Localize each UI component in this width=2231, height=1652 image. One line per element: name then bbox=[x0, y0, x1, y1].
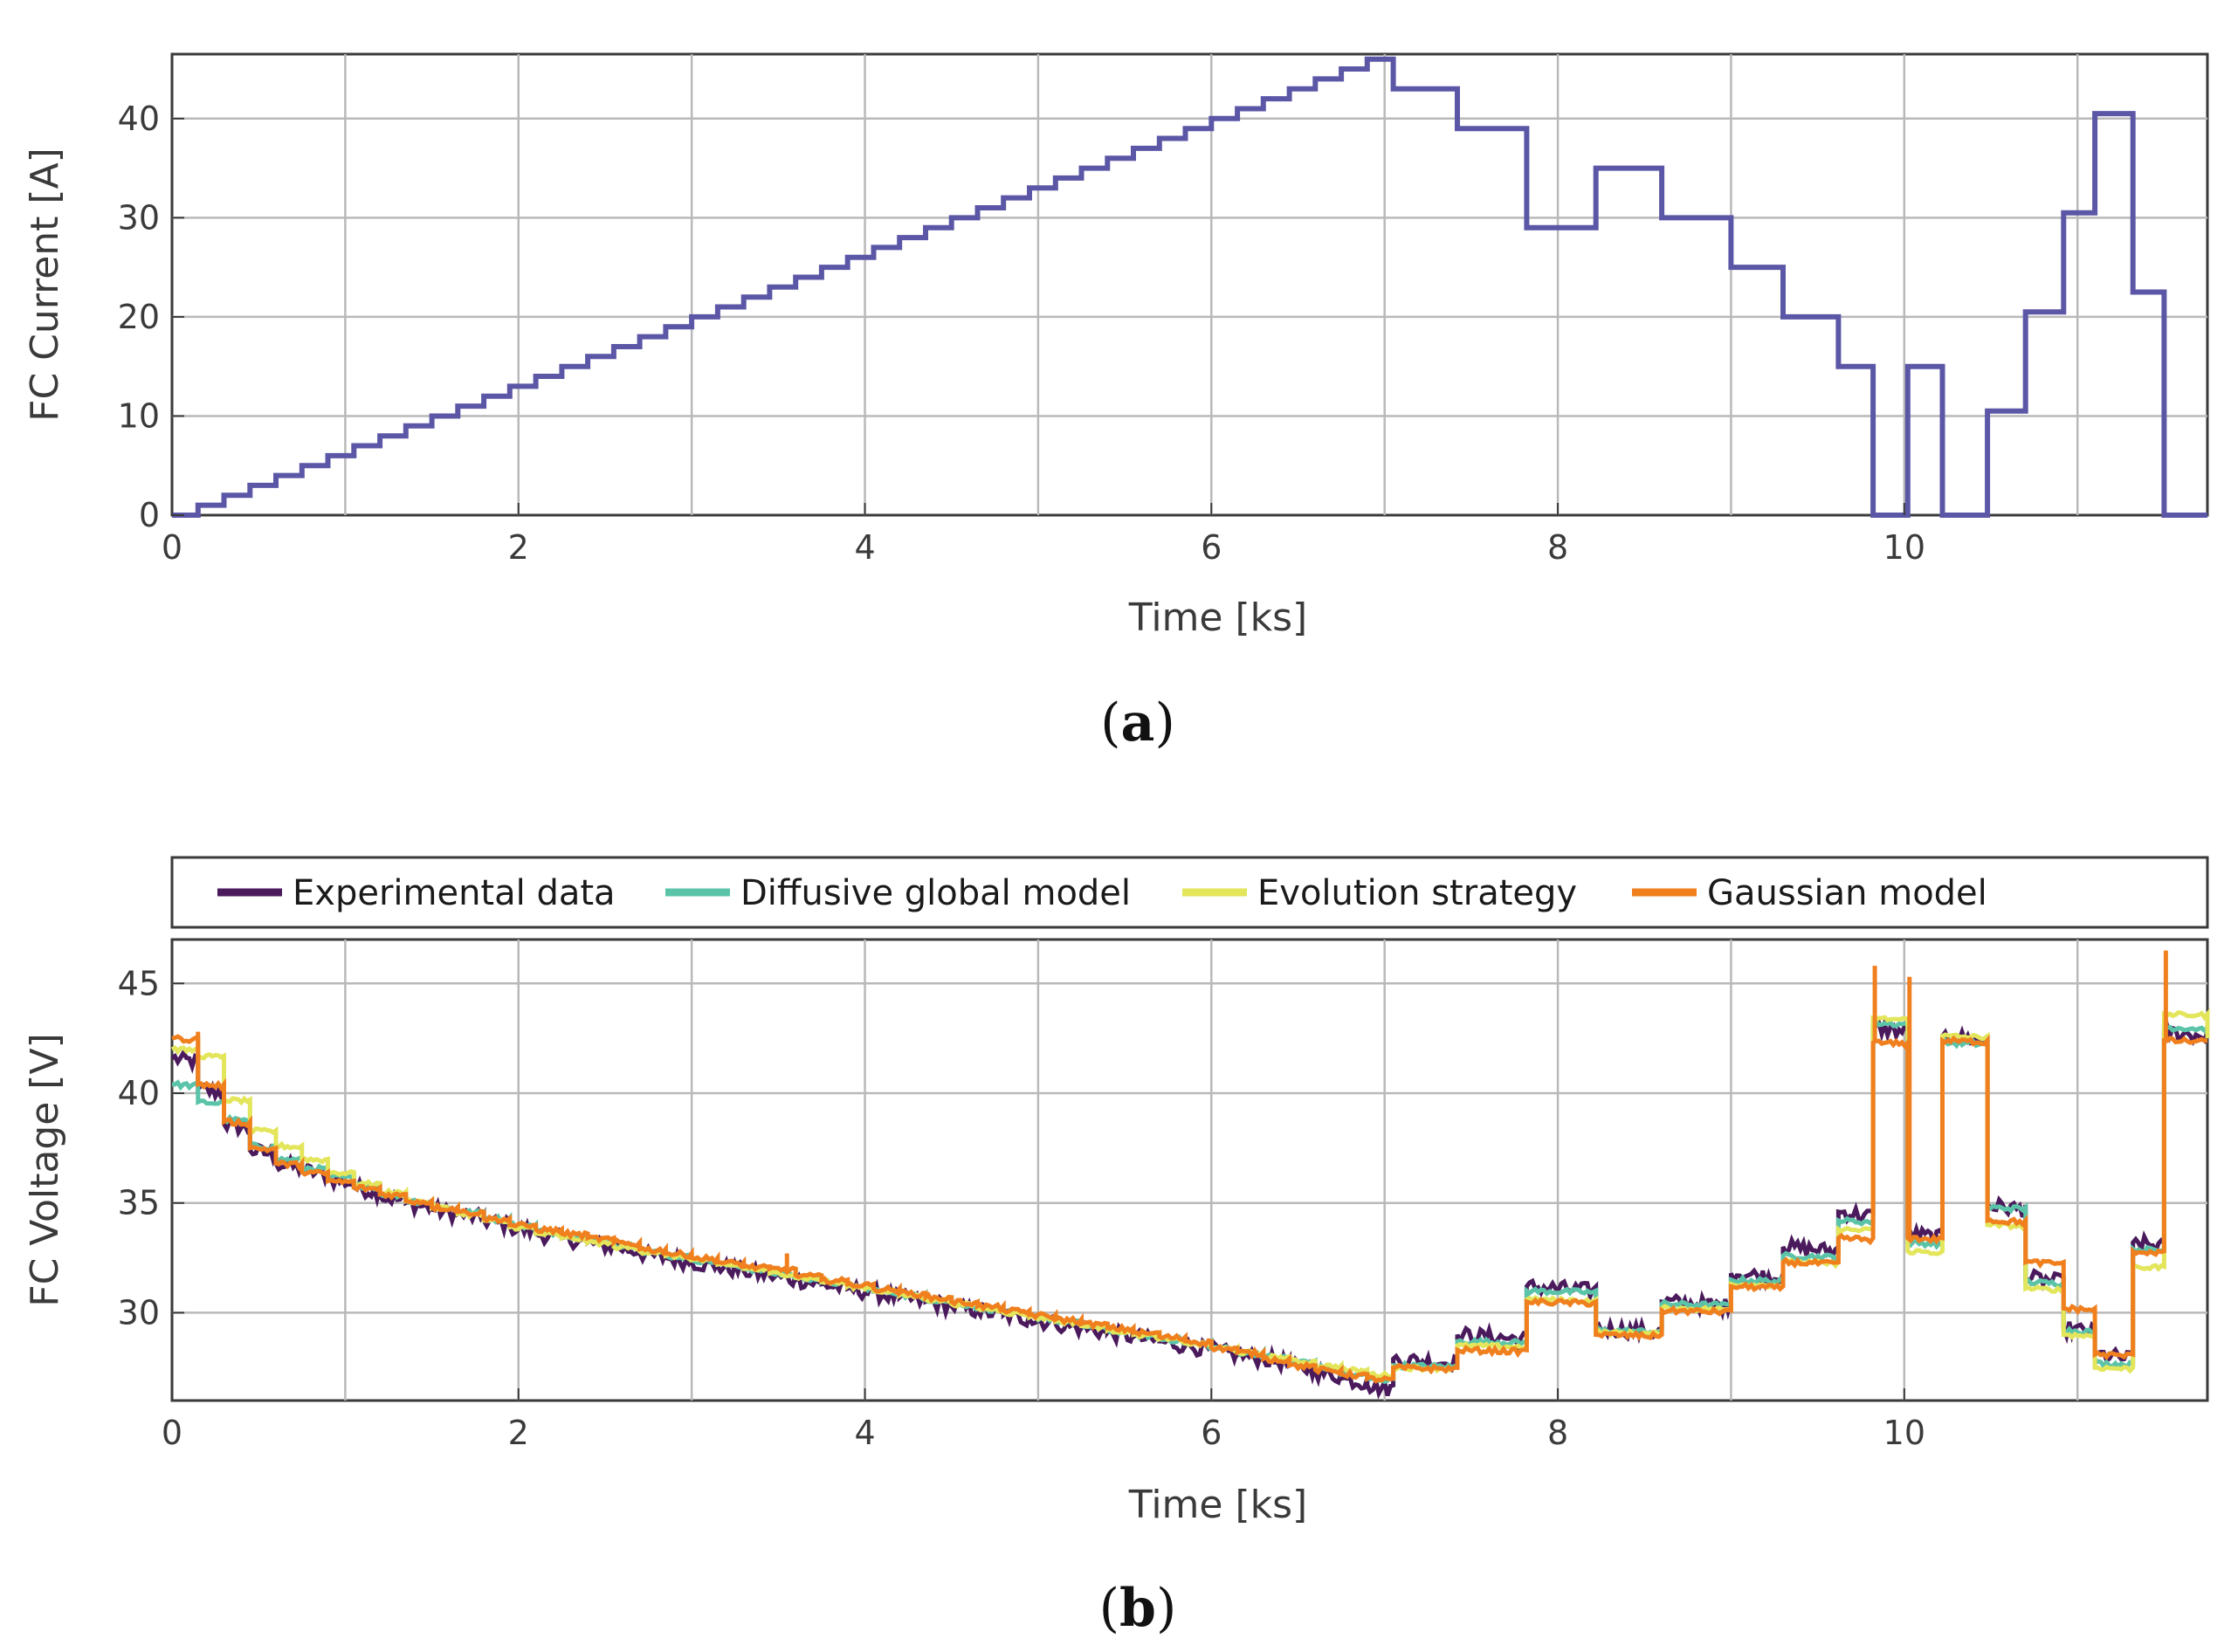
panel-a-y-tick-10: 10 bbox=[118, 396, 160, 435]
panel-a-y-tick-40: 40 bbox=[118, 100, 160, 138]
panel-a-grid bbox=[172, 54, 2207, 515]
panel-b-y-tick-30: 30 bbox=[118, 1293, 160, 1332]
panel-b-x-tick-0: 0 bbox=[162, 1414, 182, 1452]
panel-b-y-tick-40: 40 bbox=[118, 1074, 160, 1112]
panel-a-x-tick-10: 10 bbox=[1883, 528, 1925, 567]
panel-b: Experimental data Diffusive global model E… bbox=[23, 856, 2210, 1639]
panel-b-x-tick-2: 2 bbox=[508, 1414, 529, 1452]
legend-label-gaussian-model: Gaussian model bbox=[1707, 873, 1987, 913]
panel-b-y-label: FC Voltage [V] bbox=[23, 1033, 67, 1306]
panel-b-x-tick-8: 8 bbox=[1547, 1414, 1568, 1452]
panel-a: 0 2 4 6 8 10 0 10 20 30 40 Time [ks] FC Current [… bbox=[23, 52, 2209, 754]
legend-label-evolution-strategy: Evolution strategy bbox=[1257, 873, 1577, 913]
panel-a-caption-letter: a bbox=[1121, 692, 1155, 754]
panel-b-x-tick-10: 10 bbox=[1883, 1414, 1925, 1452]
panel-a-y-tick-20: 20 bbox=[118, 298, 160, 336]
panel-a-series-fc-current bbox=[172, 56, 2207, 518]
panel-a-y-tick-0: 0 bbox=[139, 496, 160, 534]
panel-b-y-tick-35: 35 bbox=[118, 1184, 160, 1222]
panel-a-caption: (a) bbox=[1100, 692, 1175, 754]
panel-a-x-tick-2: 2 bbox=[508, 528, 529, 567]
panel-b-plot-area bbox=[170, 938, 2209, 1402]
panel-b-x-label: Time [ks] bbox=[1128, 1483, 1307, 1527]
panel-a-plot-area bbox=[170, 52, 2209, 517]
panel-b-y-tick-45: 45 bbox=[118, 964, 160, 1002]
panel-a-y-tick-30: 30 bbox=[118, 198, 160, 237]
panel-a-x-tick-8: 8 bbox=[1547, 528, 1568, 567]
panel-a-y-ticks: 0 10 20 30 40 bbox=[118, 100, 184, 534]
panel-b-y-ticks: 30 35 40 45 bbox=[118, 964, 184, 1332]
panel-a-series bbox=[172, 56, 2207, 518]
panel-a-x-tick-0: 0 bbox=[162, 528, 182, 567]
panel-a-x-tick-4: 4 bbox=[854, 528, 875, 567]
panel-b-grid bbox=[172, 940, 2207, 1401]
panel-a-x-tick-6: 6 bbox=[1201, 528, 1222, 567]
panel-a-y-label: FC Current [A] bbox=[23, 148, 67, 422]
panel-b-caption-letter: b bbox=[1119, 1578, 1156, 1639]
panel-b-series bbox=[170, 950, 2210, 1400]
panel-b-x-tick-4: 4 bbox=[854, 1414, 875, 1452]
legend-label-diffusive-global-model: Diffusive global model bbox=[740, 873, 1131, 913]
panel-b-x-ticks: 0 2 4 6 8 10 bbox=[162, 1388, 1925, 1452]
legend: Experimental data Diffusive global model E… bbox=[217, 873, 1987, 913]
panel-b-x-tick-6: 6 bbox=[1201, 1414, 1222, 1452]
legend-label-experimental-data: Experimental data bbox=[293, 873, 616, 913]
panel-b-series-gaussian-model bbox=[171, 1034, 2208, 1384]
panel-a-x-ticks: 0 2 4 6 8 10 bbox=[162, 503, 1925, 567]
panel-b-caption: (b) bbox=[1099, 1578, 1177, 1639]
panel-a-x-label: Time [ks] bbox=[1128, 595, 1307, 640]
